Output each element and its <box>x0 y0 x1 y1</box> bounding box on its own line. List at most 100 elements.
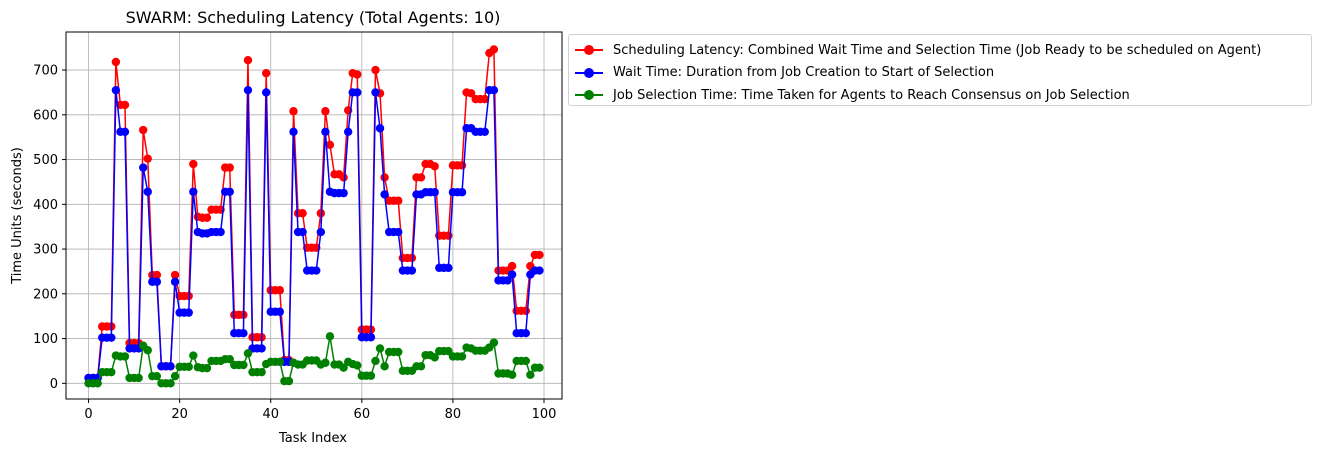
data-point <box>120 127 130 137</box>
data-point <box>225 187 234 196</box>
data-point <box>93 379 102 388</box>
chart-title: SWARM: Scheduling Latency (Total Agents:… <box>126 8 501 27</box>
legend-label: Scheduling Latency: Combined Wait Time a… <box>613 42 1262 58</box>
data-point <box>339 363 348 372</box>
data-point <box>261 88 271 97</box>
data-point <box>380 173 389 182</box>
data-point <box>275 307 285 316</box>
data-point <box>111 85 121 95</box>
x-axis-label: Task Index <box>278 431 347 446</box>
data-point <box>366 371 376 380</box>
data-point <box>107 367 116 377</box>
x-tick-label: 40 <box>262 407 279 422</box>
data-point <box>170 371 180 381</box>
data-point <box>257 344 266 353</box>
data-point <box>321 358 330 367</box>
y-tick-label: 600 <box>33 108 58 123</box>
data-point <box>202 363 212 373</box>
y-tick-label: 500 <box>33 153 58 168</box>
data-point <box>243 85 253 95</box>
data-point <box>189 187 198 196</box>
data-point <box>375 124 385 133</box>
series-scheduling-latency <box>84 45 544 383</box>
y-axis-ticks: 0 100 200 300 400 500 600 700 <box>33 64 66 392</box>
legend-label: Wait Time: Duration from Job Creation to… <box>613 65 995 81</box>
legend-marker-blue <box>575 67 603 79</box>
data-point <box>353 361 362 370</box>
data-point <box>321 107 330 116</box>
data-point <box>416 173 426 182</box>
data-point <box>394 196 403 205</box>
x-axis-ticks: 0 20 40 60 80 100 <box>84 399 556 422</box>
data-point <box>535 363 544 372</box>
data-point <box>134 373 143 383</box>
data-point <box>275 286 285 295</box>
data-point <box>139 125 148 135</box>
y-tick-label: 100 <box>33 332 58 347</box>
data-point <box>457 188 467 197</box>
series-job-selection-time <box>84 332 544 388</box>
data-point <box>166 362 175 371</box>
x-tick-label: 0 <box>84 407 92 422</box>
legend-item-wait-time: Wait Time: Duration from Job Creation to… <box>575 62 1311 85</box>
data-point <box>343 127 353 137</box>
data-point <box>480 127 489 137</box>
data-point <box>225 163 234 172</box>
data-point <box>312 266 321 275</box>
data-point <box>521 306 530 316</box>
data-point <box>111 57 121 67</box>
data-point <box>380 190 389 199</box>
data-point <box>325 332 335 341</box>
data-point <box>466 89 476 98</box>
y-tick-label: 300 <box>33 243 58 258</box>
legend-marker-red <box>575 44 603 56</box>
y-tick-label: 0 <box>50 377 58 392</box>
data-point <box>371 356 380 366</box>
data-point <box>503 276 512 285</box>
data-point <box>526 370 535 380</box>
data-point <box>371 88 380 97</box>
data-point <box>239 360 248 370</box>
data-point <box>316 227 326 237</box>
series-wait-time <box>84 85 544 383</box>
data-point <box>289 107 298 116</box>
legend: Scheduling Latency: Combined Wait Time a… <box>568 34 1312 106</box>
legend-item-scheduling-latency: Scheduling Latency: Combined Wait Time a… <box>575 39 1311 62</box>
data-point <box>275 357 285 367</box>
data-point <box>489 338 499 347</box>
data-point <box>353 70 362 79</box>
data-point <box>430 162 439 171</box>
data-point <box>202 213 212 222</box>
y-tick-label: 700 <box>33 64 58 79</box>
data-point <box>152 371 162 381</box>
x-tick-label: 100 <box>532 407 557 422</box>
data-point <box>120 352 130 361</box>
data-point <box>170 270 180 280</box>
x-tick-label: 80 <box>445 407 462 422</box>
data-point <box>189 159 198 169</box>
data-point <box>225 354 234 364</box>
data-point <box>143 154 152 163</box>
data-point <box>189 351 198 360</box>
data-point <box>216 227 225 237</box>
data-point <box>243 349 253 358</box>
data-point <box>489 85 499 95</box>
data-point <box>339 173 348 182</box>
legend-item-job-selection-time: Job Selection Time: Time Taken for Agent… <box>575 84 1311 107</box>
plot-frame <box>65 31 563 400</box>
data-point <box>430 353 439 362</box>
data-point <box>366 333 376 342</box>
data-point <box>339 188 348 198</box>
data-point <box>239 329 248 338</box>
data-point <box>480 94 489 104</box>
data-point <box>353 88 362 97</box>
y-axis-label: Time Units (seconds) <box>10 147 25 285</box>
data-point <box>143 346 152 355</box>
data-point <box>430 188 439 197</box>
data-point <box>107 333 116 342</box>
x-tick-label: 60 <box>354 407 371 422</box>
data-point <box>507 370 517 380</box>
data-point <box>152 277 162 286</box>
data-point <box>371 65 380 75</box>
